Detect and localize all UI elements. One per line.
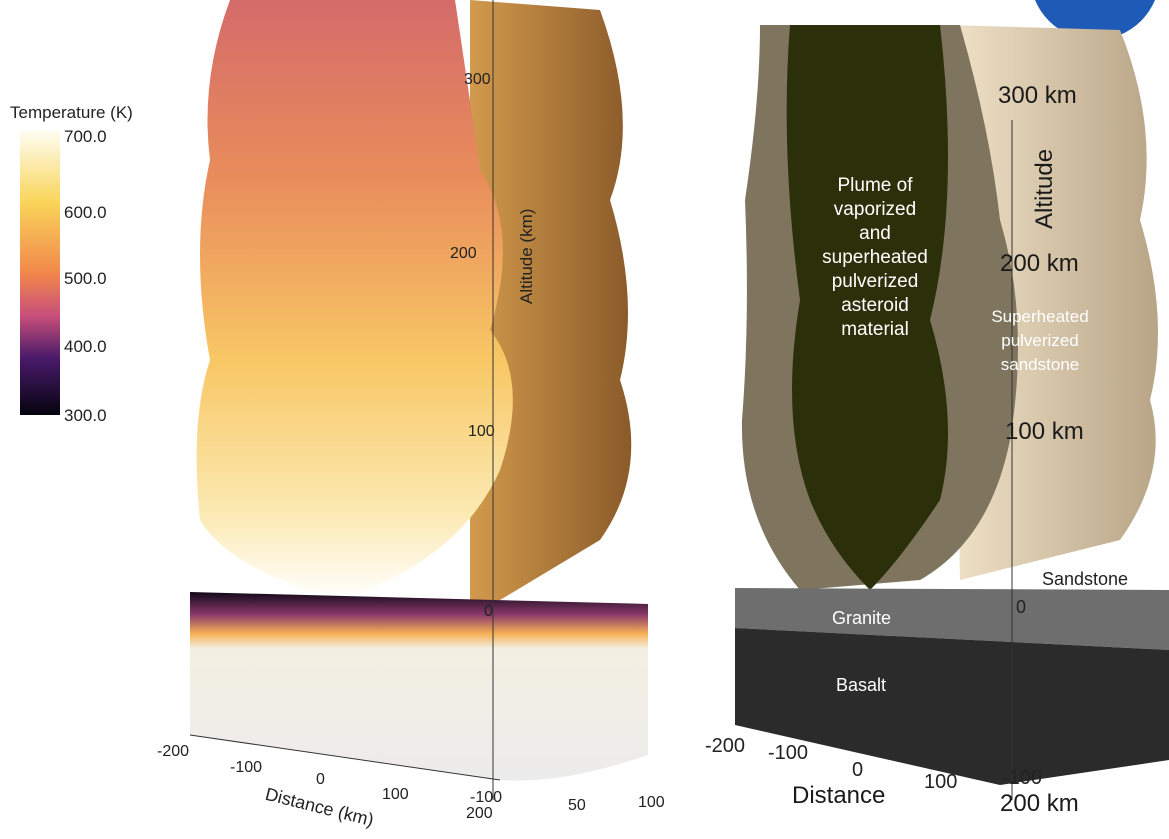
altitude-tick: 100 km [1005,420,1084,444]
distance-tick: 0 [852,760,863,780]
altitude-tick: 100 [468,424,495,440]
distance-tick: -100 [230,760,262,776]
sandstone-label: Superheated [991,308,1088,325]
screenshot: Temperature (K) 700.0 600.0 500.0 400.0 … [0,0,1169,839]
layer-label: Sandstone [1042,570,1128,588]
altitude-tick: 200 km [1000,252,1079,276]
colorbar-tick: 600.0 [64,204,107,221]
plume-label: asteroid [841,296,909,315]
altitude-tick: 200 [450,246,477,262]
colorbar-tick: 700.0 [64,128,107,145]
plume-label: vaporized [834,200,916,219]
distance-tick: 100 [924,772,957,792]
layer-label: Basalt [836,676,886,694]
altitude-tick: 0 [484,604,493,620]
distance-tick: -100 [768,743,808,763]
altitude-label: Altitude [1033,149,1057,229]
depth-tick: -100 [1002,768,1042,788]
render [0,0,1169,839]
depth-tick: -100 [470,790,502,806]
plume-label: superheated [822,248,928,267]
distance-tick: -200 [157,744,189,760]
plume [197,0,513,600]
plume-label: and [859,224,891,243]
depth-tick: 200 km [1000,792,1079,816]
colorbar-title: Temperature (K) [10,104,133,121]
altitude-tick: 300 [464,72,491,88]
zero-label: 0 [1016,598,1026,616]
distance-tick: -200 [705,736,745,756]
altitude-tick: 300 km [998,84,1077,108]
colorbar-tick: 300.0 [64,407,107,424]
plume-label: pulverized [832,272,919,291]
distance-tick: 200 [466,806,493,822]
colorbar [20,130,60,415]
altitude-label: Altitude (km) [518,209,535,304]
plume-label: material [841,320,909,339]
ground-block [190,592,648,781]
plume-label: Plume of [838,176,913,195]
colorbar-tick: 400.0 [64,338,107,355]
layer-label: Granite [832,609,891,627]
distance-tick: 100 [382,787,409,803]
distance-label: Distance [792,784,885,808]
depth-tick: 50 [568,798,586,814]
depth-tick: 100 [638,795,665,811]
sandstone-label: sandstone [1001,356,1079,373]
distance-tick: 0 [316,772,325,788]
sandstone-label: pulverized [1001,332,1079,349]
colorbar-tick: 500.0 [64,270,107,287]
